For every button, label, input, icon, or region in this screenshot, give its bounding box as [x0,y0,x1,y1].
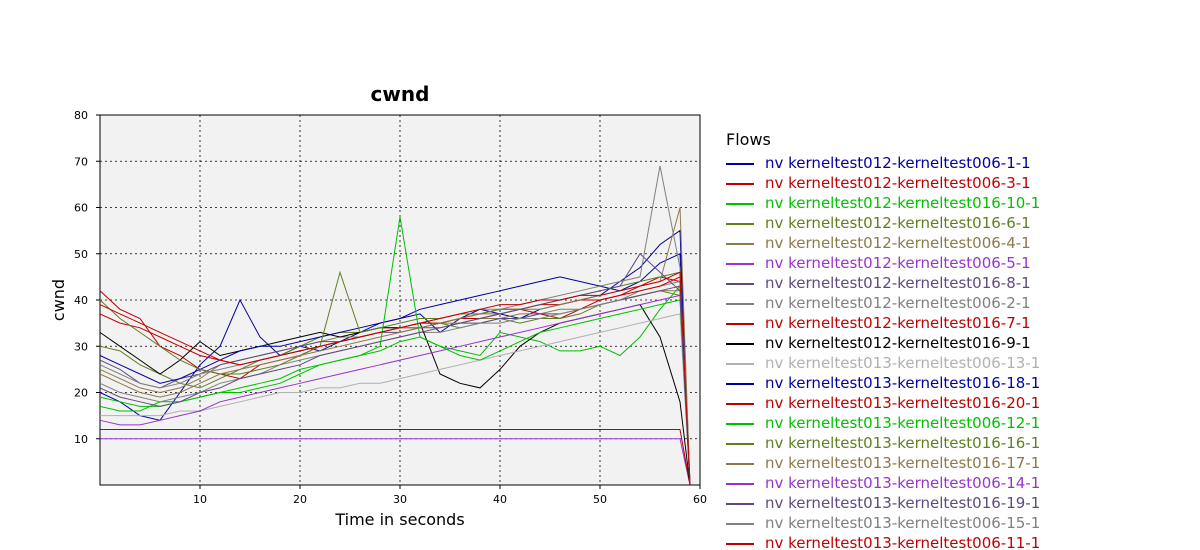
legend-title: Flows [726,130,771,149]
series-line-6 [100,438,691,486]
series-line-18 [99,253,691,486]
legend-entry: nv kerneltest013-kerneltest006-15-1 [765,514,1040,532]
x-tick-label: 20 [293,493,307,506]
axis-ticks: 10 20 30 40 50 60 10 20 30 40 50 60 70 80 [74,109,707,506]
series-lines [99,165,691,486]
legend-entry: nv kerneltest012-kerneltest016-7-1 [765,314,1031,332]
legend-entry: nv kerneltest012-kerneltest016-10-1 [765,194,1040,212]
y-tick-label: 20 [74,387,88,400]
legend-entry: nv kerneltest013-kerneltest016-20-1 [765,394,1040,412]
x-tick-label: 40 [493,493,507,506]
legend-entry: nv kerneltest012-kerneltest016-6-1 [765,214,1031,232]
x-tick-label: 10 [193,493,207,506]
legend-entry: nv kerneltest012-kerneltest016-8-1 [765,274,1031,292]
legend-entry: nv kerneltest013-kerneltest006-14-1 [765,474,1040,492]
series-line-14 [99,216,691,486]
y-tick-label: 70 [74,155,88,168]
legend-entry: nv kerneltest013-kerneltest006-12-1 [765,414,1040,432]
x-tick-label: 50 [593,493,607,506]
legend-entry: nv kerneltest013-kerneltest016-17-1 [765,454,1040,472]
legend-entry: nv kerneltest013-kerneltest016-18-1 [765,374,1040,392]
legend-entry: nv kerneltest012-kerneltest006-2-1 [765,294,1031,312]
y-tick-label: 60 [74,202,88,215]
legend-entry: nv kerneltest012-kerneltest006-3-1 [765,174,1031,192]
y-tick-label: 40 [74,294,88,307]
series-line-17 [99,294,691,486]
chart-title: cwnd [371,82,430,106]
legend-entry: nv kerneltest013-kerneltest016-19-1 [765,494,1040,512]
x-tick-label: 60 [693,493,707,506]
y-tick-label: 80 [74,109,88,122]
grid [100,115,700,485]
x-axis-label: Time in seconds [334,510,464,529]
y-axis-label: cwnd [49,279,68,321]
legend-entry: nv kerneltest012-kerneltest006-5-1 [765,254,1031,272]
y-tick-label: 10 [74,433,88,446]
legend-entry: nv kerneltest012-kerneltest006-1-1 [765,154,1031,172]
legend-entry: nv kerneltest013-kerneltest006-13-1 [765,354,1040,372]
series-line-9 [100,429,691,486]
legend-entry: nv kerneltest012-kerneltest006-4-1 [765,234,1031,252]
legend: nv kerneltest012-kerneltest006-1-1 nv ker… [726,154,1040,550]
legend-entry: nv kerneltest013-kerneltest016-16-1 [765,434,1040,452]
y-tick-label: 30 [74,340,88,353]
legend-entry: nv kerneltest012-kerneltest016-9-1 [765,334,1031,352]
series-line-20 [99,271,691,486]
legend-entry: nv kerneltest013-kerneltest006-11-1 [765,534,1040,550]
x-tick-label: 30 [393,493,407,506]
y-tick-label: 50 [74,248,88,261]
